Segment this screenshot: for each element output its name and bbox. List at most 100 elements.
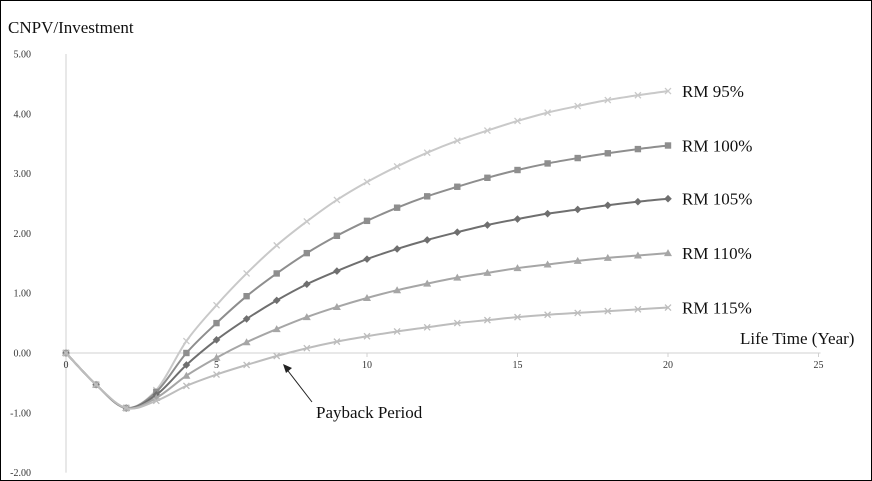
- x-tick-label: 20: [663, 360, 673, 371]
- x-tick-label: 0: [64, 360, 69, 371]
- data-point: [333, 196, 341, 204]
- data-point: [363, 332, 371, 340]
- data-point: [423, 149, 431, 157]
- data-point: [604, 96, 612, 104]
- data-point: [363, 217, 371, 225]
- data-point: [92, 381, 100, 389]
- series-label: RM 100%: [682, 136, 752, 155]
- data-point: [333, 232, 341, 239]
- data-point: [212, 336, 221, 344]
- data-point: [242, 315, 251, 323]
- data-point: [243, 270, 251, 277]
- data-point: [393, 245, 401, 253]
- data-point: [543, 260, 552, 268]
- data-point: [212, 353, 221, 361]
- series-rm-115-: [62, 304, 672, 412]
- y-tick-label: 4.00: [14, 109, 32, 120]
- data-point: [213, 371, 220, 378]
- data-point: [484, 174, 491, 181]
- axes: 5.00 4.00 3.00 2.00 1.00 0.00 -1.00 -2.00 0 5 10 15…: [10, 50, 823, 480]
- data-point: [453, 319, 461, 327]
- series-label: RM 115%: [682, 299, 752, 318]
- data-point: [273, 241, 281, 249]
- data-point: [544, 160, 551, 167]
- data-point: [273, 352, 281, 360]
- data-point: [634, 145, 642, 153]
- series-label: RM 110%: [682, 244, 752, 263]
- data-point: [574, 102, 582, 110]
- data-point: [514, 117, 521, 125]
- data-point: [272, 325, 281, 333]
- data-point: [634, 91, 642, 99]
- data-point: [454, 183, 461, 190]
- data-point: [543, 209, 552, 218]
- data-point: [182, 371, 191, 379]
- data-point: [213, 319, 220, 327]
- data-point: [513, 215, 522, 223]
- data-point: [424, 193, 431, 200]
- series-label: RM 105%: [682, 190, 752, 209]
- x-tick-label: 5: [214, 360, 219, 371]
- data-point: [573, 205, 582, 214]
- data-point: [423, 323, 431, 331]
- y-axis-title: CNPV/Investment: [8, 18, 134, 37]
- data-point: [302, 313, 311, 321]
- x-tick-label: 15: [513, 360, 523, 371]
- series-rm-105-: [62, 194, 672, 412]
- labels-layer: CNPV/Investment Life Time (Year) Payback…: [8, 18, 854, 422]
- data-point: [544, 109, 552, 117]
- data-point: [603, 253, 612, 261]
- data-point: [243, 361, 251, 369]
- data-point: [393, 204, 401, 211]
- data-point: [483, 127, 491, 135]
- data-point: [634, 197, 642, 206]
- data-point: [423, 279, 432, 287]
- data-point: [393, 162, 401, 170]
- data-point: [604, 150, 611, 157]
- data-point: [393, 328, 401, 335]
- data-point: [273, 270, 280, 277]
- data-point: [363, 255, 371, 263]
- x-tick-label: 25: [814, 360, 824, 371]
- x-axis-title: Life Time (Year): [740, 329, 854, 348]
- y-tick-label: -1.00: [10, 408, 31, 419]
- data-point: [242, 338, 251, 346]
- data-point: [664, 194, 672, 203]
- series-line: [65, 252, 669, 410]
- data-point: [332, 302, 341, 310]
- data-point: [514, 166, 521, 174]
- data-point: [453, 137, 461, 145]
- data-point: [483, 316, 491, 324]
- data-point: [573, 256, 582, 264]
- data-point: [423, 236, 431, 244]
- data-point: [183, 349, 190, 357]
- data-point: [393, 286, 402, 294]
- data-point: [633, 251, 642, 259]
- data-point: [574, 309, 582, 317]
- series-label: RM 95%: [682, 82, 744, 101]
- series-layer: [62, 87, 672, 412]
- y-tick-label: 0.00: [14, 349, 32, 360]
- data-point: [182, 361, 191, 369]
- y-tick-label: -2.00: [10, 468, 31, 479]
- data-point: [363, 293, 371, 301]
- payback-arrow: [283, 364, 313, 403]
- data-point: [303, 217, 311, 225]
- data-point: [303, 280, 311, 289]
- data-point: [664, 304, 672, 312]
- data-point: [514, 313, 521, 321]
- data-point: [453, 273, 462, 281]
- x-tick-label: 10: [362, 360, 372, 371]
- data-point: [303, 249, 310, 257]
- data-point: [604, 201, 612, 210]
- data-point: [544, 311, 552, 319]
- y-tick-label: 2.00: [14, 229, 32, 240]
- data-point: [574, 154, 581, 162]
- y-tick-label: 5.00: [14, 50, 32, 61]
- data-point: [182, 337, 190, 345]
- series-rm-110-: [62, 249, 672, 412]
- data-point: [363, 178, 371, 186]
- data-point: [182, 382, 190, 390]
- data-point: [604, 307, 612, 315]
- data-point: [333, 267, 341, 275]
